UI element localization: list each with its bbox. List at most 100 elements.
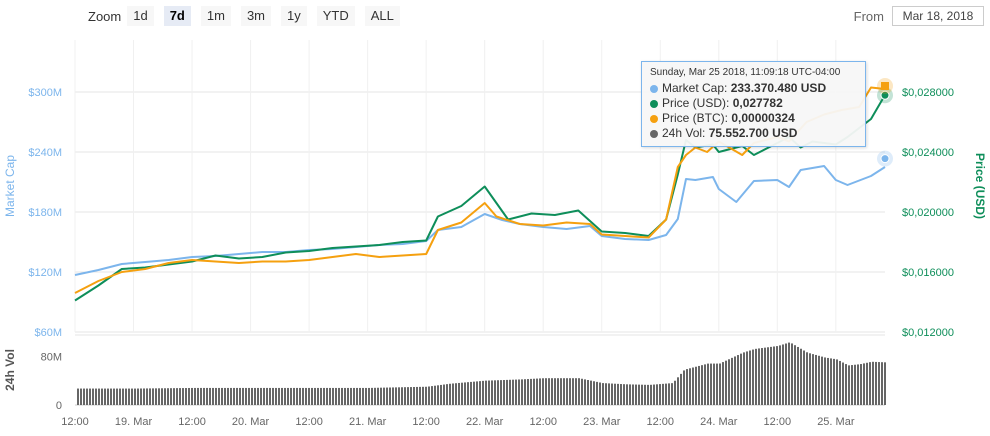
volume-bar: [668, 383, 670, 405]
volume-bar: [164, 388, 166, 405]
volume-bar: [287, 387, 289, 405]
volume-bar: [776, 346, 778, 405]
volume-bar: [125, 388, 127, 405]
volume-bar: [731, 357, 733, 405]
zoom-button-3m[interactable]: 3m: [240, 6, 271, 26]
volume-bar: [551, 378, 553, 405]
volume-bar: [515, 379, 517, 405]
volume-bar: [710, 363, 712, 405]
volume-bar: [329, 387, 331, 405]
volume-bar: [395, 387, 397, 405]
volume-bar: [875, 361, 877, 405]
volume-bar: [215, 387, 217, 405]
volume-bar: [191, 387, 193, 405]
volume-bar: [587, 380, 589, 405]
volume-bar: [533, 378, 535, 405]
volume-bar: [800, 348, 802, 405]
volume-bar: [77, 388, 79, 405]
date-range: From: [854, 6, 984, 26]
volume-bar: [578, 378, 580, 405]
volume-bar: [497, 380, 499, 405]
volume-bar: [665, 383, 667, 405]
volume-bar: [290, 387, 292, 405]
price-usd-dot-icon: [650, 99, 658, 108]
volume-bar: [689, 368, 691, 405]
volume-bar: [107, 388, 109, 405]
volume-bar: [434, 385, 436, 405]
volume-bar: [413, 387, 415, 405]
zoom-button-1y[interactable]: 1y: [281, 6, 307, 26]
volume-bar: [869, 362, 871, 405]
volume-bar: [377, 387, 379, 405]
volume-bar: [449, 383, 451, 405]
from-date-input[interactable]: [892, 6, 984, 26]
volume-bar: [386, 387, 388, 405]
volume-bar: [410, 387, 412, 405]
volume-bar: [278, 387, 280, 405]
zoom-bar: Zoom 1d 7d 1m 3m 1y YTD ALL: [88, 6, 410, 26]
volume-bar: [137, 388, 139, 405]
volume-bar: [743, 352, 745, 405]
tooltip-label: Price (BTC): [662, 111, 725, 125]
volume-bar: [173, 388, 175, 405]
volume-bar: [467, 382, 469, 405]
volume-bar: [611, 383, 613, 405]
y-left-tick-label: $240M: [28, 147, 62, 159]
volume-bar: [110, 388, 112, 405]
volume-bar: [98, 388, 100, 405]
volume-bar: [371, 387, 373, 405]
y-vol-tick-label: 0: [56, 400, 62, 412]
volume-bar: [680, 373, 682, 405]
volume-bar: [254, 387, 256, 405]
volume-bar: [572, 378, 574, 405]
volume-bar: [728, 359, 730, 405]
zoom-button-7d[interactable]: 7d: [163, 6, 191, 26]
volume-bar: [881, 362, 883, 405]
zoom-button-1m[interactable]: 1m: [200, 6, 231, 26]
from-label: From: [853, 8, 884, 24]
volume-bar: [356, 387, 358, 405]
volume-bar: [851, 365, 853, 405]
x-tick-label: 12:00: [412, 416, 440, 428]
volume-bar: [185, 388, 187, 405]
volume-bar: [188, 387, 190, 405]
volume-bar: [650, 384, 652, 405]
volume-bar: [500, 380, 502, 405]
volume-bar: [773, 346, 775, 405]
zoom-button-ytd[interactable]: YTD: [316, 6, 355, 26]
zoom-button-all[interactable]: ALL: [364, 6, 400, 26]
volume-bar: [620, 384, 622, 405]
volume-bar: [209, 387, 211, 405]
volume-bar: [263, 387, 265, 405]
volume-bar: [404, 387, 406, 405]
volume-bar: [374, 387, 376, 405]
volume-bar: [629, 384, 631, 405]
y-vol-tick-label: 80M: [41, 351, 62, 363]
volume-bar: [518, 379, 520, 405]
volume-bar: [314, 387, 316, 405]
tooltip-value: 0,00000324: [731, 111, 795, 125]
volume-bar: [755, 348, 757, 405]
volume-bar: [239, 387, 241, 405]
volume-bar: [653, 384, 655, 405]
volume-bar: [866, 362, 868, 405]
y-right-tick-label: $0,020000: [902, 207, 954, 219]
volume-bar: [443, 384, 445, 405]
volume-bar: [461, 382, 463, 405]
volume-bar: [725, 360, 727, 405]
tooltip-label: 24h Vol: [662, 126, 703, 140]
zoom-button-1d[interactable]: 1d: [127, 6, 154, 26]
volume-bar: [569, 378, 571, 405]
volume-bar: [170, 388, 172, 405]
volume-bar: [635, 384, 637, 405]
volume-bar: [359, 387, 361, 405]
volume-bar: [122, 388, 124, 405]
volume-bar: [734, 356, 736, 405]
volume-bar: [407, 387, 409, 405]
volume-bar: [872, 361, 874, 405]
volume-bar: [542, 378, 544, 405]
volume-bar: [350, 387, 352, 405]
volume-bar: [524, 379, 526, 405]
volume-dot-icon: [650, 129, 658, 138]
